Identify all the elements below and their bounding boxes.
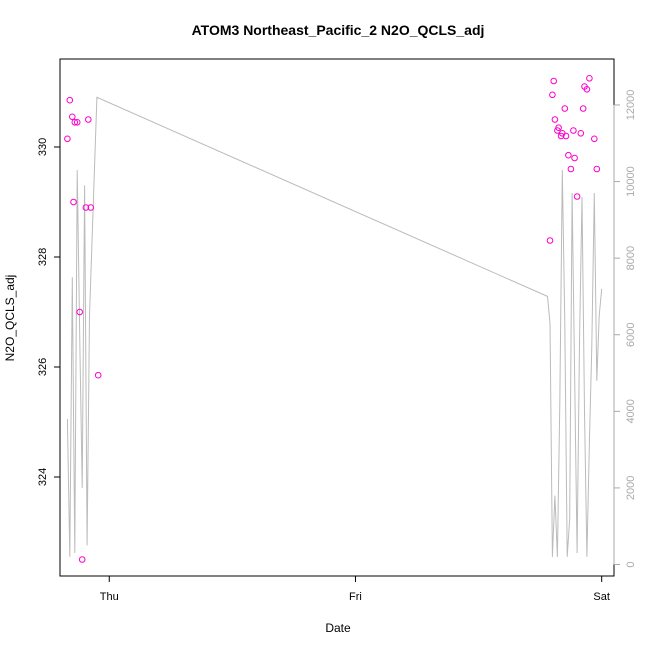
y2-tick-label: 8000 (625, 246, 637, 270)
y-axis-label: N2O_QCLS_adj (3, 275, 17, 362)
data-point (555, 124, 562, 131)
point-series (64, 75, 601, 563)
data-point (69, 113, 76, 121)
y-tick-label: 328 (37, 248, 49, 266)
data-point (551, 116, 559, 123)
chart-title: ATOM3 Northeast_Pacific_2 N2O_QCLS_adj (192, 22, 485, 38)
data-point (573, 193, 581, 200)
y2-tick-label: 2000 (625, 476, 637, 500)
y-tick-label: 324 (37, 468, 49, 486)
x-tick-label: Sat (593, 591, 610, 603)
y2-tick-label: 4000 (625, 399, 637, 423)
data-point (561, 105, 569, 112)
data-point (586, 75, 593, 82)
plot-area (59, 58, 615, 577)
data-point (579, 105, 587, 112)
data-point (76, 308, 83, 316)
data-point (546, 237, 554, 244)
data-point (583, 86, 591, 93)
data-point (87, 204, 95, 211)
data-point (78, 556, 86, 563)
x-tick-label: Thu (100, 591, 119, 603)
y-tick-label: 330 (37, 138, 49, 156)
data-point (571, 154, 578, 162)
data-point (85, 116, 92, 123)
y-tick-label: 326 (37, 358, 49, 376)
y-axis-left: 324 326 328 330 (37, 138, 61, 486)
data-point (71, 119, 79, 126)
y2-tick-label: 12000 (625, 90, 637, 121)
data-point (549, 91, 556, 99)
x-axis-label: Date (325, 621, 351, 635)
data-point (70, 198, 77, 206)
data-point (82, 204, 90, 211)
data-point (570, 127, 577, 134)
data-point (591, 135, 598, 143)
data-point (550, 77, 558, 85)
series-line (66, 96, 603, 557)
data-point (565, 151, 572, 159)
y2-tick-label: 0 (625, 561, 637, 567)
y2-tick-label: 10000 (625, 166, 637, 197)
y-axis-right: 0 2000 4000 6000 8000 10000 12000 (613, 90, 637, 568)
data-point (562, 132, 570, 140)
data-point (66, 96, 74, 104)
x-axis: Thu Fri Sat (100, 575, 610, 603)
y2-tick-label: 6000 (625, 322, 637, 346)
data-point (577, 130, 585, 137)
x-tick-label: Fri (349, 591, 362, 603)
data-point (567, 165, 575, 173)
data-point (73, 119, 81, 126)
data-point (64, 135, 71, 143)
data-point (593, 165, 601, 173)
data-point (94, 371, 102, 379)
line-series (66, 96, 603, 557)
